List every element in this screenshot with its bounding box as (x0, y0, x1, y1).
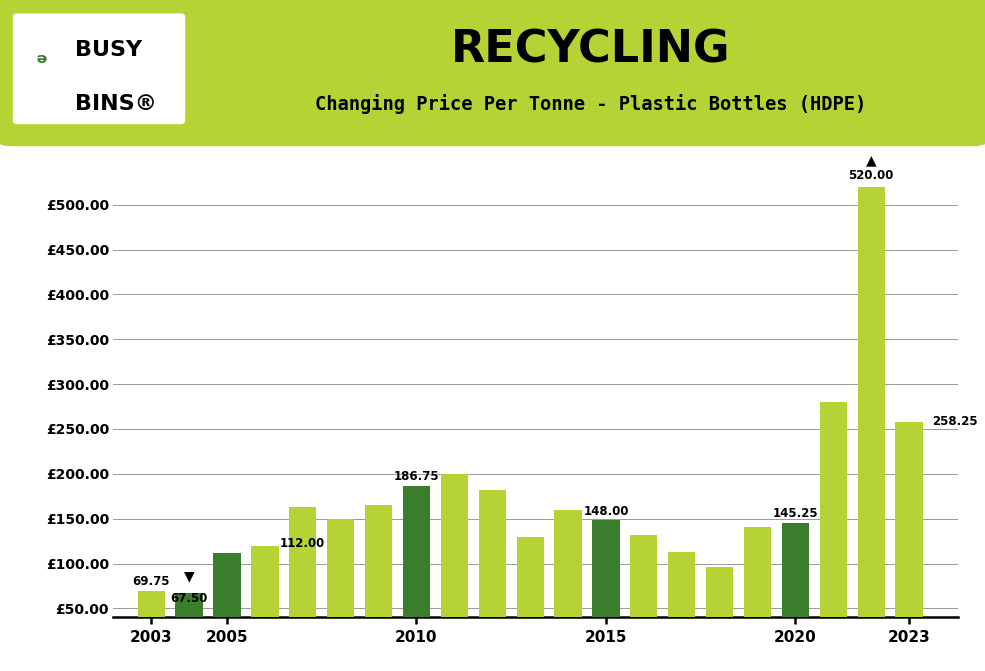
Text: RECYCLING: RECYCLING (451, 29, 731, 72)
Bar (630, 535, 658, 653)
Bar (479, 490, 506, 653)
Text: 67.50: 67.50 (170, 592, 208, 605)
Bar (138, 590, 164, 653)
Bar (175, 592, 203, 653)
Bar (820, 402, 847, 653)
Text: 145.25: 145.25 (772, 507, 819, 520)
Text: ▼: ▼ (184, 570, 194, 584)
Bar (782, 523, 809, 653)
FancyBboxPatch shape (0, 0, 985, 146)
Text: 258.25: 258.25 (932, 415, 977, 428)
Text: 112.00: 112.00 (280, 537, 325, 550)
Text: ᵊ: ᵊ (35, 52, 47, 76)
Bar (706, 567, 733, 653)
Text: BINS®: BINS® (75, 94, 157, 114)
Text: 148.00: 148.00 (583, 505, 628, 518)
Text: 520.00: 520.00 (848, 169, 894, 183)
Bar (403, 486, 430, 653)
Text: Changing Price Per Tonne - Plastic Bottles (HDPE): Changing Price Per Tonne - Plastic Bottl… (315, 94, 867, 114)
Bar (327, 519, 355, 653)
Text: 186.75: 186.75 (394, 470, 439, 483)
Bar (364, 505, 392, 653)
Bar (555, 510, 582, 653)
Text: ▲: ▲ (866, 153, 877, 167)
Text: BUSY: BUSY (75, 40, 142, 60)
Bar (895, 421, 923, 653)
Bar (290, 507, 316, 653)
Text: 69.75: 69.75 (132, 575, 170, 588)
Bar (668, 552, 695, 653)
Bar (744, 527, 771, 653)
Bar (858, 187, 885, 653)
FancyBboxPatch shape (13, 13, 185, 124)
Bar (440, 474, 468, 653)
Bar (214, 553, 240, 653)
Bar (592, 521, 620, 653)
Bar (251, 546, 279, 653)
Bar (516, 537, 544, 653)
